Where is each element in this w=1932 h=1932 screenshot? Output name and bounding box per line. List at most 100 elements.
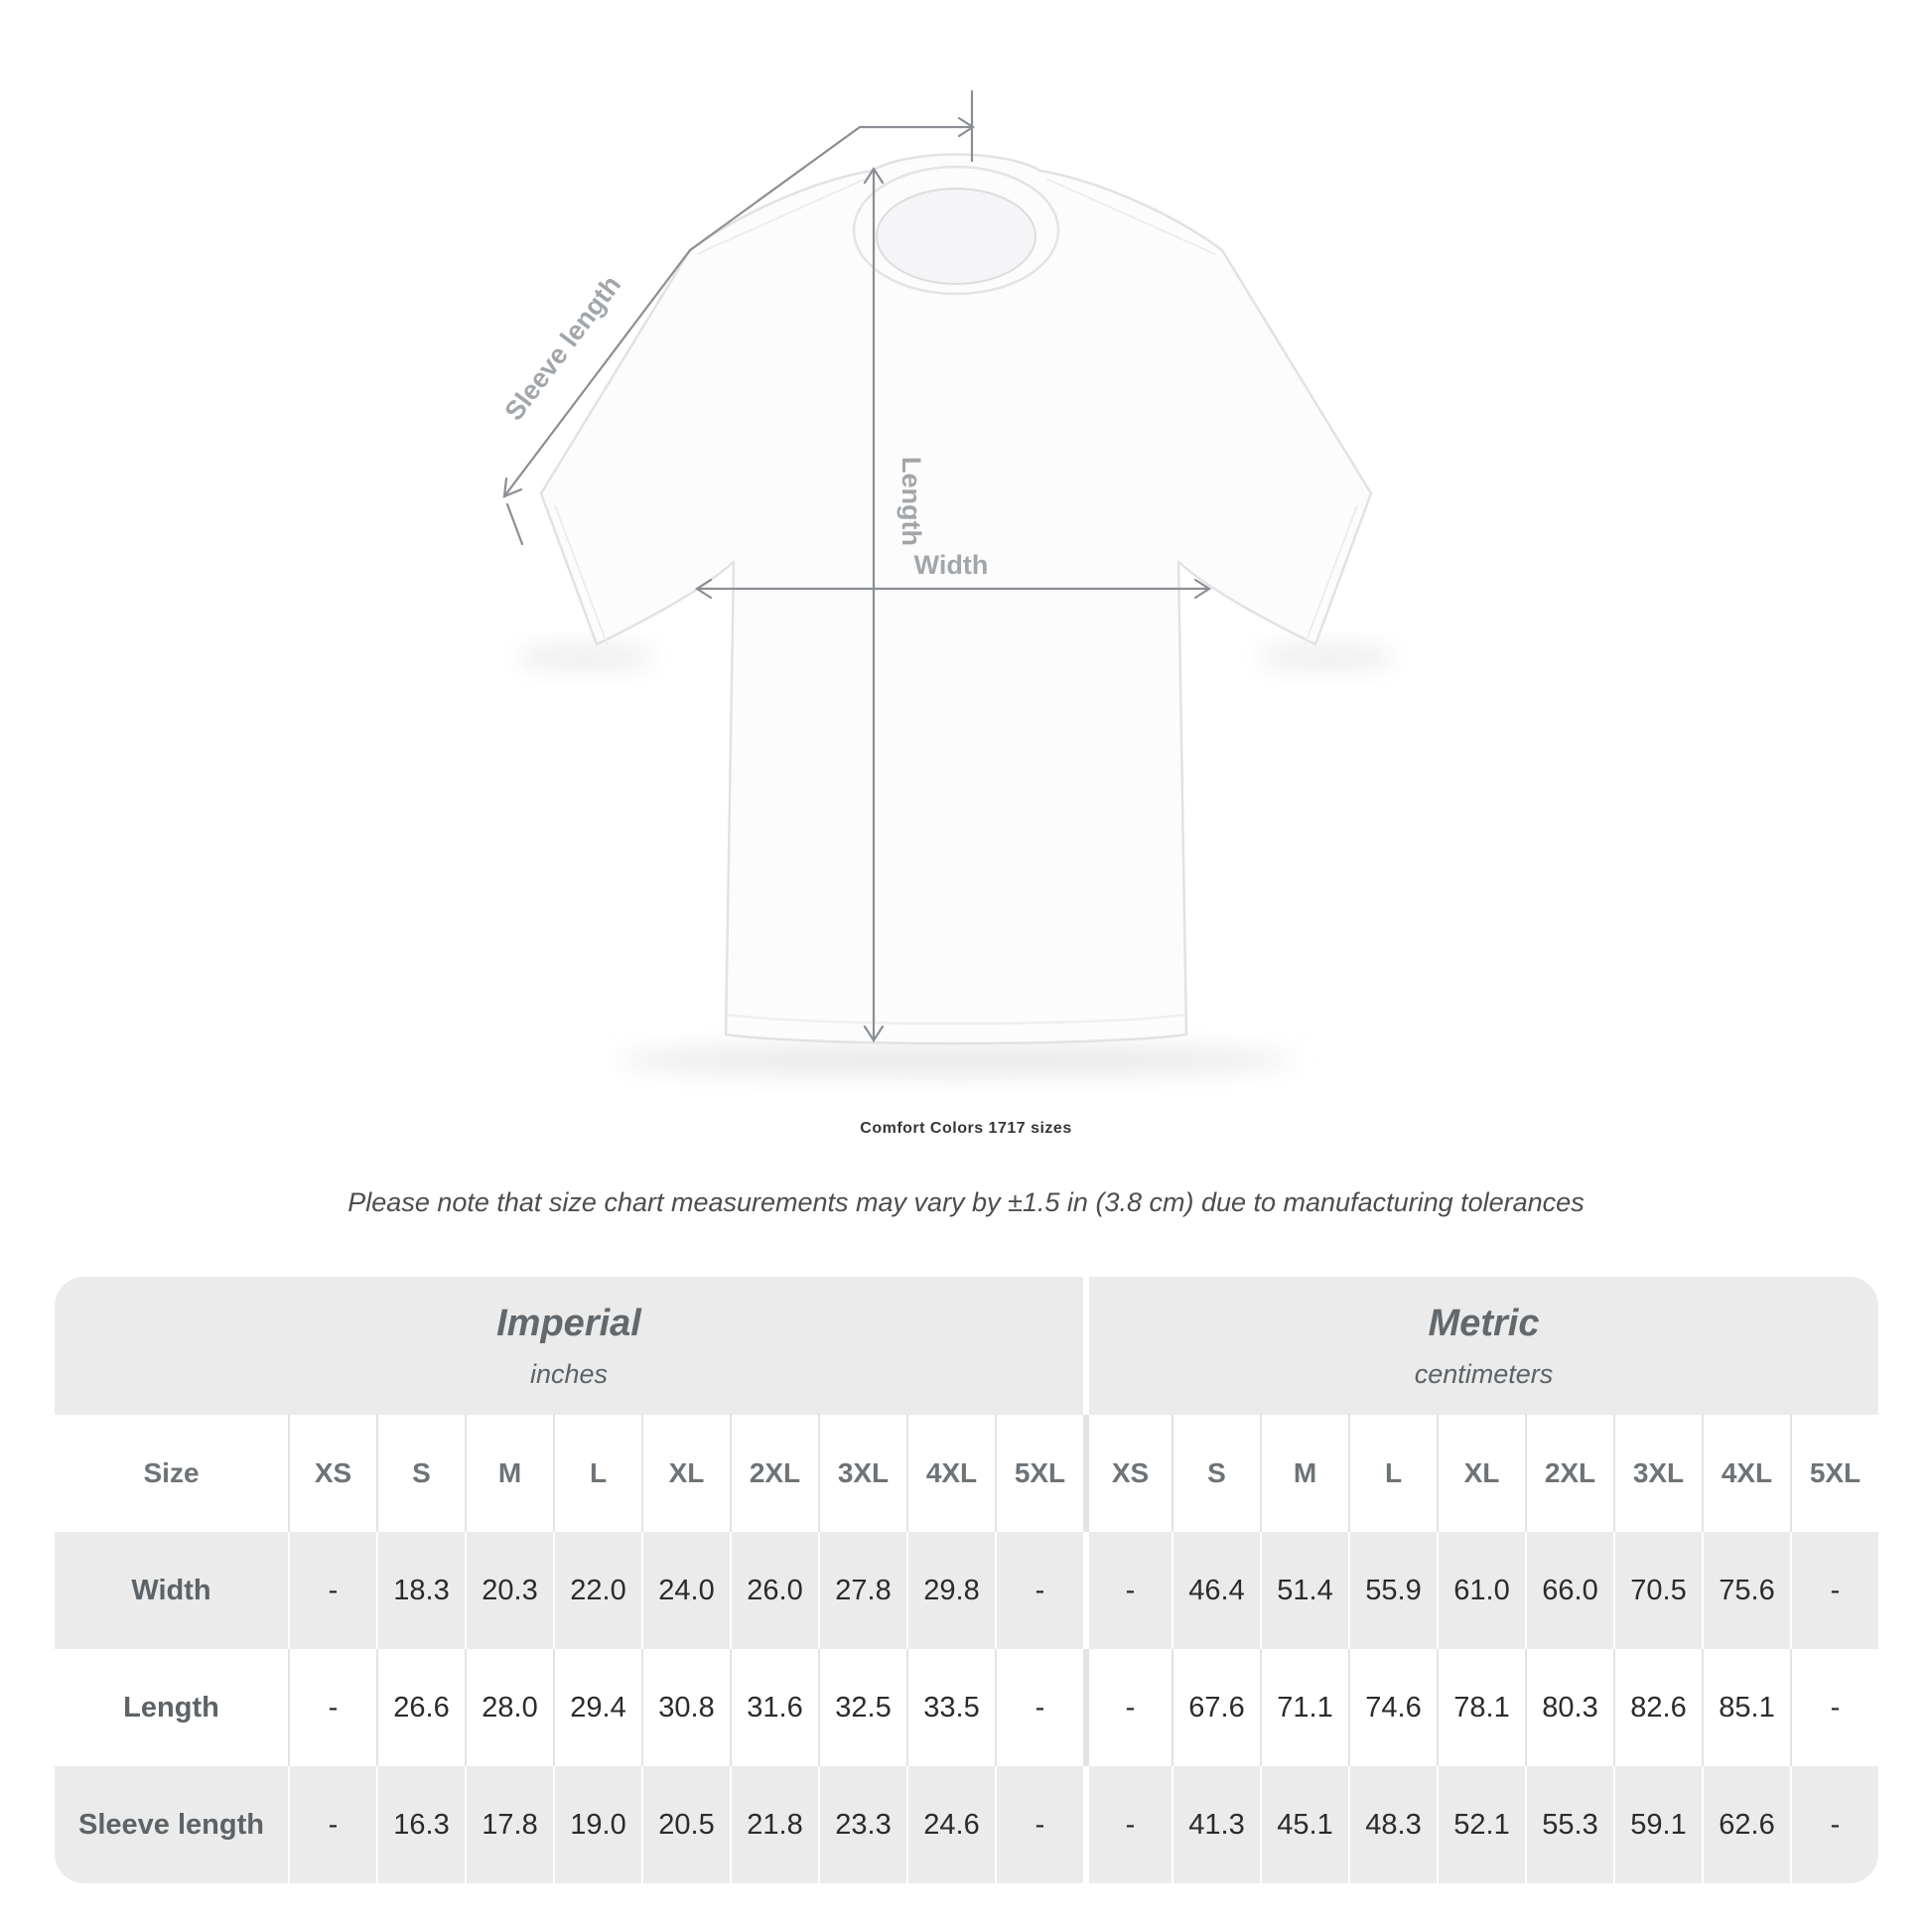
- unit-header-row: Imperial inches Metric centimeters: [55, 1277, 1878, 1415]
- width-met-l: 55.9: [1348, 1532, 1437, 1649]
- sleeve-met-4xl: 62.6: [1702, 1766, 1790, 1883]
- sleeve-met-xs: -: [1083, 1766, 1172, 1883]
- sleeve-row-label: Sleeve length: [78, 1808, 264, 1841]
- length-label: Length: [897, 457, 926, 546]
- sleeve-imp-xs: -: [288, 1766, 376, 1883]
- width-met-xl: 61.0: [1437, 1532, 1525, 1649]
- length-met-m: 71.1: [1260, 1649, 1348, 1766]
- col-m-met: M: [1260, 1415, 1348, 1532]
- length-imp-xl: 30.8: [641, 1649, 730, 1766]
- width-imp-s: 18.3: [376, 1532, 465, 1649]
- col-2xl-imp: 2XL: [730, 1415, 818, 1532]
- width-label: Width: [914, 550, 989, 580]
- length-met-3xl: 82.6: [1613, 1649, 1702, 1766]
- col-s-met: S: [1172, 1415, 1260, 1532]
- length-imp-l: 29.4: [553, 1649, 641, 1766]
- sleeve-met-s: 41.3: [1172, 1766, 1260, 1883]
- metric-unit: centimeters: [1414, 1358, 1554, 1389]
- length-row: Length - 26.6 28.0 29.4 30.8 31.6 32.5 3…: [55, 1649, 1878, 1766]
- col-xs-met: XS: [1083, 1415, 1172, 1532]
- col-4xl-imp: 4XL: [906, 1415, 995, 1532]
- length-imp-xs: -: [288, 1649, 376, 1766]
- width-imp-3xl: 27.8: [818, 1532, 906, 1649]
- width-met-4xl: 75.6: [1702, 1532, 1790, 1649]
- col-s-imp: S: [376, 1415, 465, 1532]
- col-l-met: L: [1348, 1415, 1437, 1532]
- sleeve-length-row: Sleeve length - 16.3 17.8 19.0 20.5 21.8…: [55, 1766, 1878, 1883]
- length-met-xl: 78.1: [1437, 1649, 1525, 1766]
- length-met-xs: -: [1083, 1649, 1172, 1766]
- size-table: Imperial inches Metric centimeters Size …: [55, 1277, 1878, 1883]
- col-3xl-imp: 3XL: [818, 1415, 906, 1532]
- col-2xl-met: 2XL: [1525, 1415, 1613, 1532]
- width-row-label: Width: [131, 1574, 211, 1606]
- width-imp-xl: 24.0: [641, 1532, 730, 1649]
- tshirt-shadow: [516, 644, 1396, 1076]
- sleeve-length-arrow: [502, 89, 976, 546]
- sleeve-imp-xl: 20.5: [641, 1766, 730, 1883]
- length-row-label: Length: [123, 1691, 219, 1724]
- sleeve-met-xl: 52.1: [1437, 1766, 1525, 1883]
- sleeve-imp-2xl: 21.8: [730, 1766, 818, 1883]
- width-met-5xl: -: [1790, 1532, 1878, 1649]
- col-l-imp: L: [553, 1415, 641, 1532]
- collar-outer: [852, 165, 1060, 296]
- col-xs-imp: XS: [288, 1415, 376, 1532]
- sleeve-imp-4xl: 24.6: [906, 1766, 995, 1883]
- width-row: Width - 18.3 20.3 22.0 24.0 26.0 27.8 29…: [55, 1532, 1878, 1649]
- width-imp-l: 22.0: [553, 1532, 641, 1649]
- length-met-s: 67.6: [1172, 1649, 1260, 1766]
- col-xl-imp: XL: [641, 1415, 730, 1532]
- length-arrow: [863, 166, 885, 1043]
- length-met-2xl: 80.3: [1525, 1649, 1613, 1766]
- size-header-row: Size XS S M L XL 2XL 3XL 4XL 5XL XS S M …: [55, 1415, 1878, 1532]
- sleeve-imp-s: 16.3: [376, 1766, 465, 1883]
- sleeve-imp-l: 19.0: [553, 1766, 641, 1883]
- sleeve-imp-m: 17.8: [465, 1766, 553, 1883]
- collar-opening: [876, 188, 1036, 285]
- sleeve-imp-5xl: -: [995, 1766, 1083, 1883]
- sleeve-met-5xl: -: [1790, 1766, 1878, 1883]
- col-3xl-met: 3XL: [1613, 1415, 1702, 1532]
- length-met-l: 74.6: [1348, 1649, 1437, 1766]
- sleeve-met-3xl: 59.1: [1613, 1766, 1702, 1883]
- width-imp-xs: -: [288, 1532, 376, 1649]
- length-met-5xl: -: [1790, 1649, 1878, 1766]
- length-imp-3xl: 32.5: [818, 1649, 906, 1766]
- width-imp-4xl: 29.8: [906, 1532, 995, 1649]
- imperial-unit: inches: [529, 1358, 609, 1389]
- sleeve-imp-3xl: 23.3: [818, 1766, 906, 1883]
- length-imp-s: 26.6: [376, 1649, 465, 1766]
- size-column-header: Size: [143, 1457, 200, 1488]
- col-4xl-met: 4XL: [1702, 1415, 1790, 1532]
- length-imp-2xl: 31.6: [730, 1649, 818, 1766]
- col-xl-met: XL: [1437, 1415, 1525, 1532]
- width-met-xs: -: [1083, 1532, 1172, 1649]
- width-imp-2xl: 26.0: [730, 1532, 818, 1649]
- tshirt-measurement-diagram: Sleeve length Length Width: [498, 89, 1396, 1076]
- width-met-3xl: 70.5: [1613, 1532, 1702, 1649]
- width-arrow: [694, 578, 1212, 600]
- width-met-m: 51.4: [1260, 1532, 1348, 1649]
- imperial-header: Imperial inches: [55, 1277, 1083, 1415]
- sleeve-met-l: 48.3: [1348, 1766, 1437, 1883]
- page-subtitle: Please note that size chart measurements…: [347, 1187, 1585, 1217]
- tshirt-graphic: [539, 153, 1373, 1045]
- length-imp-5xl: -: [995, 1649, 1083, 1766]
- length-met-4xl: 85.1: [1702, 1649, 1790, 1766]
- imperial-title: Imperial: [496, 1302, 641, 1344]
- sleeve-met-2xl: 55.3: [1525, 1766, 1613, 1883]
- col-5xl-imp: 5XL: [995, 1415, 1083, 1532]
- length-imp-4xl: 33.5: [906, 1649, 995, 1766]
- col-m-imp: M: [465, 1415, 553, 1532]
- col-5xl-met: 5XL: [1790, 1415, 1878, 1532]
- width-imp-m: 20.3: [465, 1532, 553, 1649]
- width-met-s: 46.4: [1172, 1532, 1260, 1649]
- sleeve-met-m: 45.1: [1260, 1766, 1348, 1883]
- metric-title: Metric: [1428, 1302, 1540, 1344]
- width-met-2xl: 66.0: [1525, 1532, 1613, 1649]
- metric-header: Metric centimeters: [1083, 1277, 1878, 1415]
- length-imp-m: 28.0: [465, 1649, 553, 1766]
- width-imp-5xl: -: [995, 1532, 1083, 1649]
